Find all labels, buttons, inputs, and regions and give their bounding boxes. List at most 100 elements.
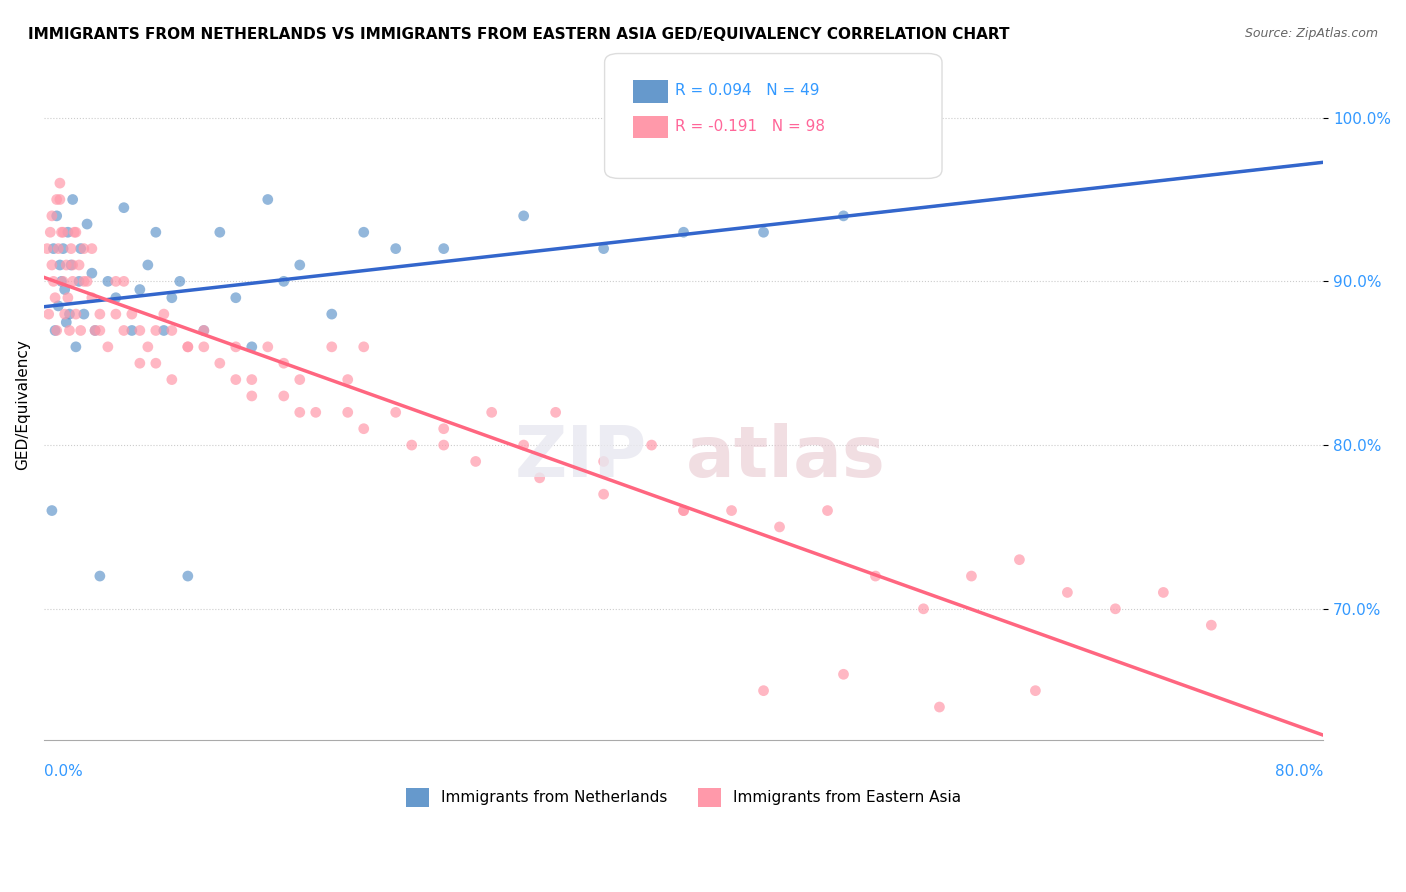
Text: ZIP: ZIP <box>515 424 647 492</box>
Text: atlas: atlas <box>686 424 886 492</box>
Point <box>84 323 107 337</box>
Point <box>55 315 77 329</box>
Point <box>321 340 343 354</box>
Point <box>112 323 135 337</box>
Point <box>592 242 614 256</box>
Text: Source: ZipAtlas.com: Source: ZipAtlas.com <box>1244 27 1378 40</box>
Point <box>41 503 63 517</box>
Point <box>62 258 84 272</box>
Point <box>89 569 111 583</box>
Point <box>225 291 247 305</box>
Point <box>153 323 176 337</box>
Point <box>353 422 375 436</box>
Point <box>53 307 76 321</box>
Point <box>305 405 328 419</box>
Point <box>128 283 150 297</box>
Point <box>56 291 79 305</box>
Point <box>193 323 215 337</box>
Point <box>76 274 98 288</box>
Point <box>62 193 84 207</box>
Point <box>56 225 79 239</box>
Point <box>1056 585 1078 599</box>
Point <box>44 323 66 337</box>
Point <box>384 242 406 256</box>
Point <box>136 258 159 272</box>
Point <box>208 356 231 370</box>
Point <box>1008 552 1031 566</box>
Point <box>672 225 695 239</box>
Point <box>240 389 263 403</box>
Point <box>69 242 91 256</box>
Point <box>433 422 456 436</box>
Point <box>45 323 67 337</box>
Point <box>104 307 127 321</box>
Point <box>832 667 855 681</box>
Point <box>273 274 295 288</box>
Point <box>512 438 534 452</box>
Point <box>46 299 69 313</box>
Point <box>177 340 200 354</box>
Point <box>353 225 375 239</box>
Point <box>336 373 359 387</box>
Point <box>45 193 67 207</box>
Text: IMMIGRANTS FROM NETHERLANDS VS IMMIGRANTS FROM EASTERN ASIA GED/EQUIVALENCY CORR: IMMIGRANTS FROM NETHERLANDS VS IMMIGRANT… <box>28 27 1010 42</box>
Point <box>865 569 887 583</box>
Point <box>160 291 183 305</box>
Point <box>640 438 662 452</box>
Point <box>58 323 80 337</box>
Point <box>65 225 87 239</box>
Legend: Immigrants from Netherlands, Immigrants from Eastern Asia: Immigrants from Netherlands, Immigrants … <box>399 781 967 813</box>
Point <box>60 258 83 272</box>
Text: R = 0.094   N = 49: R = 0.094 N = 49 <box>675 84 820 98</box>
Point <box>67 274 90 288</box>
Point <box>336 405 359 419</box>
Point <box>104 274 127 288</box>
Point <box>89 307 111 321</box>
Point <box>1104 602 1126 616</box>
Point <box>177 569 200 583</box>
Point <box>960 569 983 583</box>
Point <box>752 683 775 698</box>
Point <box>128 356 150 370</box>
Point <box>529 471 551 485</box>
Point <box>384 405 406 419</box>
Point <box>41 258 63 272</box>
Point <box>353 340 375 354</box>
Point <box>80 242 103 256</box>
Point <box>62 274 84 288</box>
Point <box>288 258 311 272</box>
Point <box>169 274 191 288</box>
Point <box>38 307 60 321</box>
Text: R = -0.191   N = 98: R = -0.191 N = 98 <box>675 120 825 134</box>
Point <box>65 340 87 354</box>
Point <box>928 700 950 714</box>
Point <box>177 340 200 354</box>
Point <box>153 307 176 321</box>
Point <box>44 291 66 305</box>
Point <box>49 193 72 207</box>
Point <box>104 291 127 305</box>
Point <box>51 274 73 288</box>
Point <box>52 242 75 256</box>
Point <box>58 307 80 321</box>
Point <box>592 487 614 501</box>
Point <box>42 242 65 256</box>
Point <box>225 340 247 354</box>
Point <box>45 209 67 223</box>
Point <box>288 373 311 387</box>
Point <box>273 356 295 370</box>
Point <box>592 454 614 468</box>
Point <box>51 225 73 239</box>
Point <box>53 283 76 297</box>
Point <box>912 602 935 616</box>
Point <box>208 225 231 239</box>
Point <box>193 323 215 337</box>
Point <box>145 356 167 370</box>
Point <box>321 307 343 321</box>
Point <box>240 373 263 387</box>
Point <box>41 209 63 223</box>
Point <box>60 242 83 256</box>
Point <box>817 503 839 517</box>
Point <box>52 225 75 239</box>
Point <box>112 201 135 215</box>
